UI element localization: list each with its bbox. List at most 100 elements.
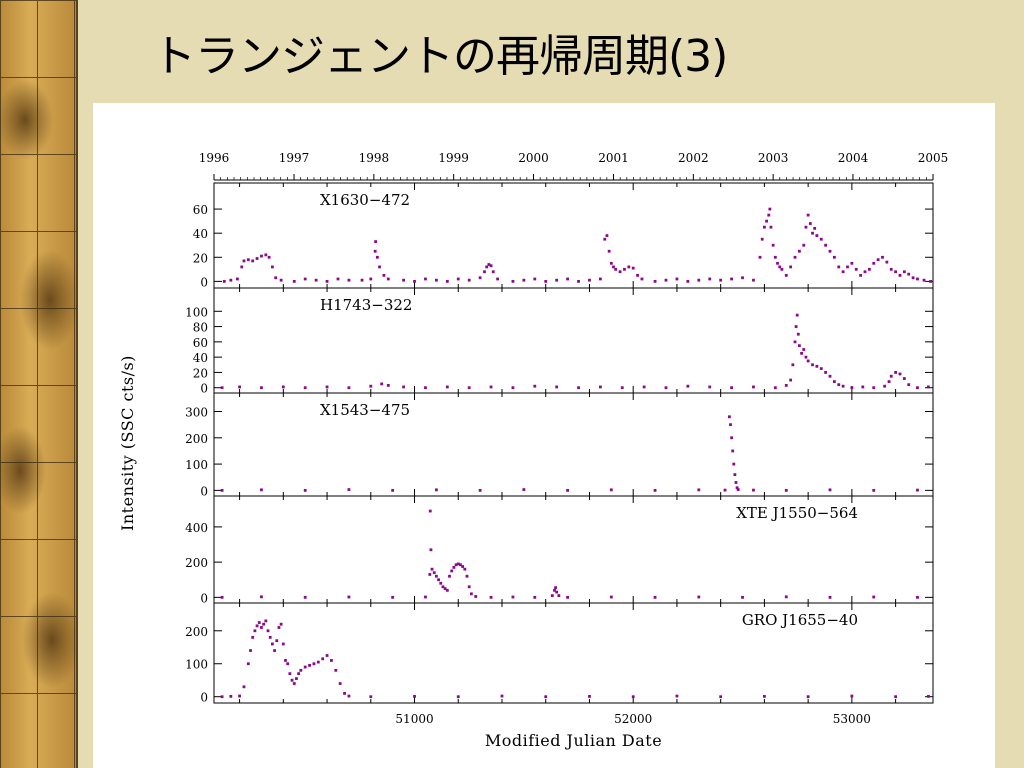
data-point bbox=[881, 255, 884, 259]
data-point bbox=[736, 488, 740, 491]
data-point bbox=[794, 325, 798, 328]
data-point bbox=[303, 277, 307, 281]
data-point bbox=[776, 261, 779, 265]
y-axis-title: Intensity (SSC cts/s) bbox=[118, 355, 137, 531]
data-point bbox=[795, 313, 799, 317]
data-point bbox=[255, 624, 259, 628]
data-point bbox=[636, 273, 639, 277]
data-point bbox=[255, 257, 259, 260]
data-point bbox=[273, 649, 276, 652]
x-tick-label: 53000 bbox=[833, 712, 871, 726]
panel-source-label: XTE J1550−564 bbox=[736, 504, 858, 522]
data-point bbox=[347, 595, 351, 599]
data-point bbox=[448, 574, 451, 578]
data-point bbox=[441, 585, 445, 589]
data-point bbox=[264, 619, 268, 623]
data-point bbox=[929, 279, 932, 283]
data-point bbox=[885, 260, 889, 264]
y-tick-label: 0 bbox=[200, 591, 208, 605]
data-point bbox=[708, 277, 712, 281]
data-point bbox=[246, 258, 250, 262]
data-point bbox=[500, 694, 504, 698]
data-point bbox=[686, 384, 690, 388]
panel-source-label: X1630−472 bbox=[320, 191, 410, 209]
panel-source-label: H1743−322 bbox=[320, 296, 412, 314]
data-point bbox=[566, 488, 569, 492]
data-point bbox=[459, 563, 462, 567]
data-point bbox=[369, 277, 373, 281]
data-point bbox=[894, 270, 898, 274]
data-point bbox=[391, 595, 395, 599]
data-point bbox=[338, 682, 342, 685]
data-point bbox=[489, 595, 493, 599]
data-point bbox=[741, 276, 744, 280]
panel-source-label: GRO J1655−40 bbox=[742, 611, 858, 629]
panel-frame bbox=[213, 602, 934, 704]
data-point bbox=[603, 237, 607, 241]
data-point bbox=[373, 249, 377, 253]
data-point bbox=[850, 386, 854, 390]
data-point bbox=[286, 662, 290, 666]
y-tick-label: 200 bbox=[185, 432, 208, 446]
data-point bbox=[773, 255, 777, 259]
data-point bbox=[402, 385, 405, 389]
data-point bbox=[832, 380, 836, 383]
year-tick-label: 2005 bbox=[918, 151, 949, 165]
data-point bbox=[577, 386, 580, 390]
data-point bbox=[491, 270, 495, 274]
data-point bbox=[251, 635, 255, 639]
data-point bbox=[907, 272, 911, 276]
data-point bbox=[902, 270, 906, 274]
data-point bbox=[316, 660, 320, 664]
data-point bbox=[347, 386, 351, 390]
data-point bbox=[806, 359, 810, 363]
data-point bbox=[620, 386, 624, 390]
data-point bbox=[872, 261, 876, 265]
data-point bbox=[445, 279, 449, 283]
data-point bbox=[916, 386, 919, 390]
y-tick-label: 0 bbox=[200, 275, 208, 289]
data-point bbox=[566, 595, 569, 599]
data-point bbox=[270, 265, 274, 269]
decorative-sidebar bbox=[0, 0, 78, 768]
data-point bbox=[911, 276, 915, 280]
data-point bbox=[642, 385, 646, 389]
chart-figure: 1996 1997 1998 1999 2000 2001 2002 2003 2004 2005… bbox=[93, 103, 995, 768]
data-point bbox=[664, 278, 668, 282]
data-point bbox=[927, 385, 930, 389]
data-point bbox=[719, 278, 723, 282]
data-point bbox=[253, 629, 257, 633]
data-point bbox=[260, 254, 263, 258]
data-point bbox=[279, 278, 283, 282]
data-point bbox=[797, 344, 801, 348]
data-point bbox=[806, 695, 810, 699]
data-point bbox=[325, 279, 329, 283]
year-tick-label: 1996 bbox=[199, 151, 230, 165]
data-point bbox=[719, 695, 723, 699]
data-point bbox=[267, 255, 271, 259]
y-tick-label: 20 bbox=[193, 366, 208, 380]
data-point bbox=[828, 488, 832, 492]
data-point bbox=[867, 267, 871, 271]
data-point bbox=[467, 278, 471, 282]
data-point bbox=[828, 374, 832, 378]
data-point bbox=[907, 383, 911, 387]
data-point bbox=[266, 629, 270, 633]
data-point bbox=[434, 278, 438, 282]
data-point bbox=[902, 377, 906, 380]
data-point bbox=[697, 595, 701, 599]
chart-data-layer bbox=[220, 207, 932, 699]
data-point bbox=[734, 481, 738, 484]
data-point bbox=[450, 569, 454, 573]
data-point bbox=[612, 265, 615, 269]
data-point bbox=[424, 386, 427, 390]
data-point bbox=[555, 278, 559, 282]
data-point bbox=[784, 488, 788, 492]
data-point bbox=[863, 270, 867, 274]
data-point bbox=[303, 665, 307, 669]
data-point bbox=[229, 694, 233, 698]
data-point bbox=[434, 488, 438, 492]
data-point bbox=[238, 385, 241, 389]
data-point bbox=[767, 213, 771, 217]
data-point bbox=[478, 276, 482, 280]
